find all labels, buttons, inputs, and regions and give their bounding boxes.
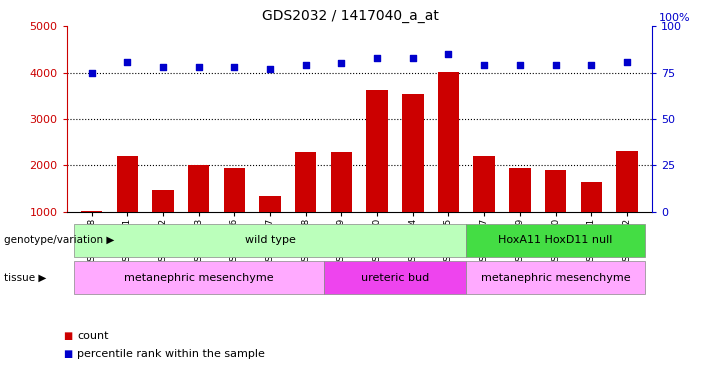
Bar	[81, 211, 102, 212]
Bar	[331, 152, 352, 212]
Point	[585, 62, 597, 68]
Text: HoxA11 HoxD11 null: HoxA11 HoxD11 null	[498, 236, 613, 245]
Bar	[580, 182, 602, 212]
Bar	[224, 168, 245, 212]
Text: ■: ■	[63, 331, 72, 340]
Point	[407, 55, 418, 61]
Bar	[259, 196, 280, 212]
Text: 100%: 100%	[659, 13, 690, 24]
Bar	[295, 153, 316, 212]
Point	[122, 58, 133, 64]
Bar	[616, 151, 638, 212]
Bar	[509, 168, 531, 212]
Bar	[116, 156, 138, 212]
Text: tissue ▶: tissue ▶	[4, 273, 46, 283]
Bar	[402, 94, 423, 212]
Point	[621, 58, 632, 64]
Point	[443, 51, 454, 57]
Text: ■: ■	[63, 350, 72, 359]
Text: count: count	[77, 331, 109, 340]
Point	[264, 66, 275, 72]
Bar	[152, 190, 174, 212]
Bar	[438, 72, 459, 212]
Point	[300, 62, 311, 68]
Text: genotype/variation ▶: genotype/variation ▶	[4, 236, 114, 245]
Point	[479, 62, 490, 68]
Text: metanephric mesenchyme: metanephric mesenchyme	[481, 273, 630, 283]
Point	[336, 60, 347, 66]
Point	[157, 64, 168, 70]
Text: ureteric bud: ureteric bud	[361, 273, 429, 283]
Point	[550, 62, 562, 68]
Text: wild type: wild type	[245, 236, 296, 245]
Point	[229, 64, 240, 70]
Bar	[473, 156, 495, 212]
Bar	[545, 170, 566, 212]
Point	[193, 64, 204, 70]
Text: GDS2032 / 1417040_a_at: GDS2032 / 1417040_a_at	[262, 9, 439, 23]
Text: percentile rank within the sample: percentile rank within the sample	[77, 350, 265, 359]
Bar	[188, 165, 210, 212]
Point	[86, 70, 97, 76]
Point	[372, 55, 383, 61]
Point	[515, 62, 526, 68]
Bar	[367, 90, 388, 212]
Text: metanephric mesenchyme: metanephric mesenchyme	[124, 273, 273, 283]
